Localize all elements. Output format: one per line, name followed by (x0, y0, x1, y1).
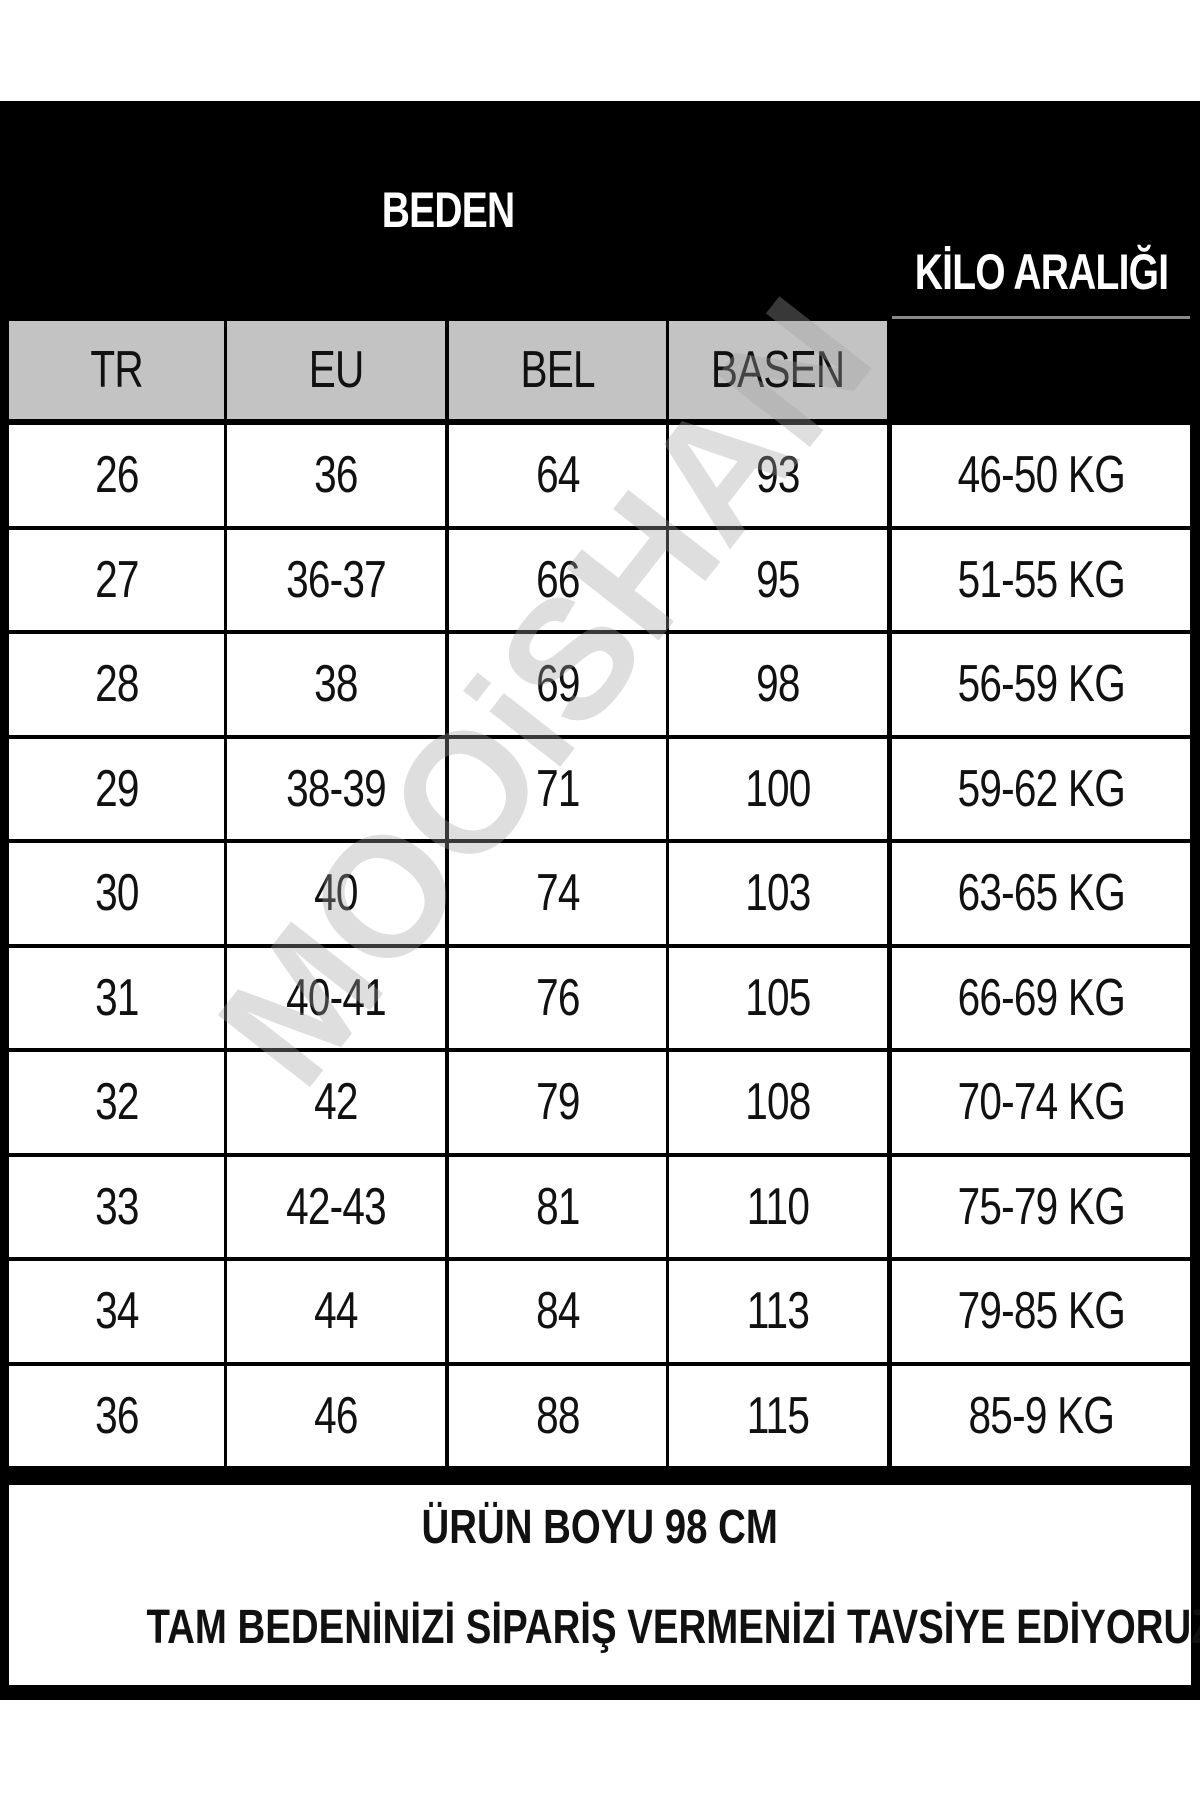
table-cell: 66-69 KG (892, 947, 1190, 1048)
table-cell: 81 (449, 1156, 666, 1257)
table-cell: 75-79 KG (892, 1156, 1190, 1257)
table-cell: 64 (449, 425, 666, 526)
table-cell: 51-55 KG (892, 529, 1190, 630)
table-cell: 36-37 (227, 529, 445, 630)
table-cell: 79-85 KG (892, 1261, 1190, 1362)
table-cell: 42-43 (227, 1156, 445, 1257)
table-cell: 98 (669, 634, 887, 735)
table-cell: 113 (669, 1261, 887, 1362)
table-cell: 110 (669, 1156, 887, 1257)
table-cell: 84 (449, 1261, 666, 1362)
table-cell: 34 (9, 1261, 224, 1362)
table-cell: 76 (449, 947, 666, 1048)
weight-header: KİLO ARALIĞI (914, 244, 1168, 300)
table-cell: 27 (9, 529, 224, 630)
table-cell: 70-74 KG (892, 1052, 1190, 1153)
table-cell: 56-59 KG (892, 634, 1190, 735)
column-header: BASEN (669, 321, 887, 419)
table-cell: 63-65 KG (892, 843, 1190, 944)
table-cell: 33 (9, 1156, 224, 1257)
table-cell: 108 (669, 1052, 887, 1153)
footer (9, 1485, 1191, 1685)
table-cell: 85-9 KG (892, 1365, 1190, 1466)
table-cell: 31 (9, 947, 224, 1048)
table-cell: 28 (9, 634, 224, 735)
table-cell: 38-39 (227, 738, 445, 839)
table-cell: 40 (227, 843, 445, 944)
table-cell: 66 (449, 529, 666, 630)
table-cell: 115 (669, 1365, 887, 1466)
table-cell: 36 (227, 425, 445, 526)
table-cell: 36 (9, 1365, 224, 1466)
footer-line: ÜRÜN BOYU 98 CM (421, 1501, 779, 1554)
table-cell: 40-41 (227, 947, 445, 1048)
table-cell: 88 (449, 1365, 666, 1466)
table-cell: 103 (669, 843, 887, 944)
footer-line: TAM BEDENİNİZİ SİPARİŞ VERMENİZİ TAVSİYE… (146, 1601, 1200, 1654)
column-header: EU (227, 321, 445, 419)
table-cell: 30 (9, 843, 224, 944)
table-cell: 93 (669, 425, 887, 526)
table-cell: 29 (9, 738, 224, 839)
table-cell: 46-50 KG (892, 425, 1190, 526)
table-cell: 44 (227, 1261, 445, 1362)
header-title: BEDEN (381, 182, 515, 238)
column-header: BEL (449, 321, 666, 419)
table-cell: 26 (9, 425, 224, 526)
table-cell: 69 (449, 634, 666, 735)
table-cell: 46 (227, 1365, 445, 1466)
table-cell: 79 (449, 1052, 666, 1153)
table-cell: 95 (669, 529, 887, 630)
table-cell: 42 (227, 1052, 445, 1153)
table-cell: 32 (9, 1052, 224, 1153)
table-cell: 38 (227, 634, 445, 735)
table-cell: 71 (449, 738, 666, 839)
table-cell: 74 (449, 843, 666, 944)
table-cell: 59-62 KG (892, 738, 1190, 839)
table-cell: 100 (669, 738, 887, 839)
header-divider (892, 316, 1190, 319)
column-header: TR (9, 321, 224, 419)
table-cell: 105 (669, 947, 887, 1048)
